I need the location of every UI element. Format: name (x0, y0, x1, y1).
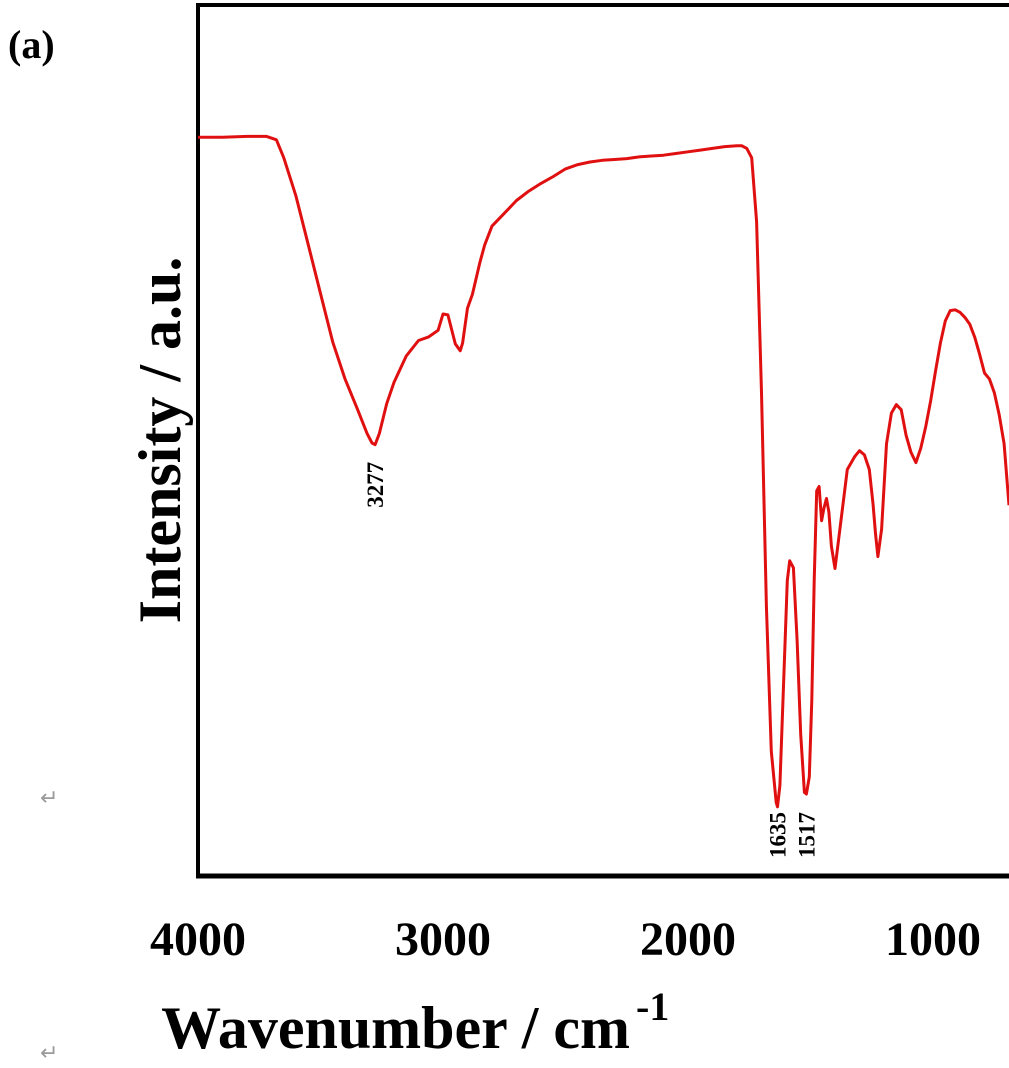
annotation-layer: 3277 1635 1517 (363, 462, 819, 858)
peak-label-1635: 1635 (766, 812, 791, 858)
x-tick-label-1000: 1000 (885, 913, 981, 966)
return-mark-2: ↵ (40, 1041, 58, 1066)
x-tick-label-2000: 2000 (640, 913, 736, 966)
panel-label: (a) (8, 22, 55, 67)
x-axis-title: Wavenumber / cm (161, 995, 630, 1061)
peak-label-3277: 3277 (363, 462, 388, 508)
spectrum-line-0 (198, 134, 1009, 809)
x-tick-label-3000: 3000 (395, 913, 491, 966)
x-tick-labels: 4000 3000 2000 1000 (150, 913, 981, 966)
y-axis-title: Intensity / a.u. (127, 257, 193, 624)
x-axis-title-superscript: -1 (636, 984, 669, 1029)
series-layer (198, 134, 1009, 809)
return-mark-1: ↵ (40, 786, 58, 811)
peak-label-1517: 1517 (794, 812, 819, 858)
x-tick-label-4000: 4000 (150, 913, 246, 966)
